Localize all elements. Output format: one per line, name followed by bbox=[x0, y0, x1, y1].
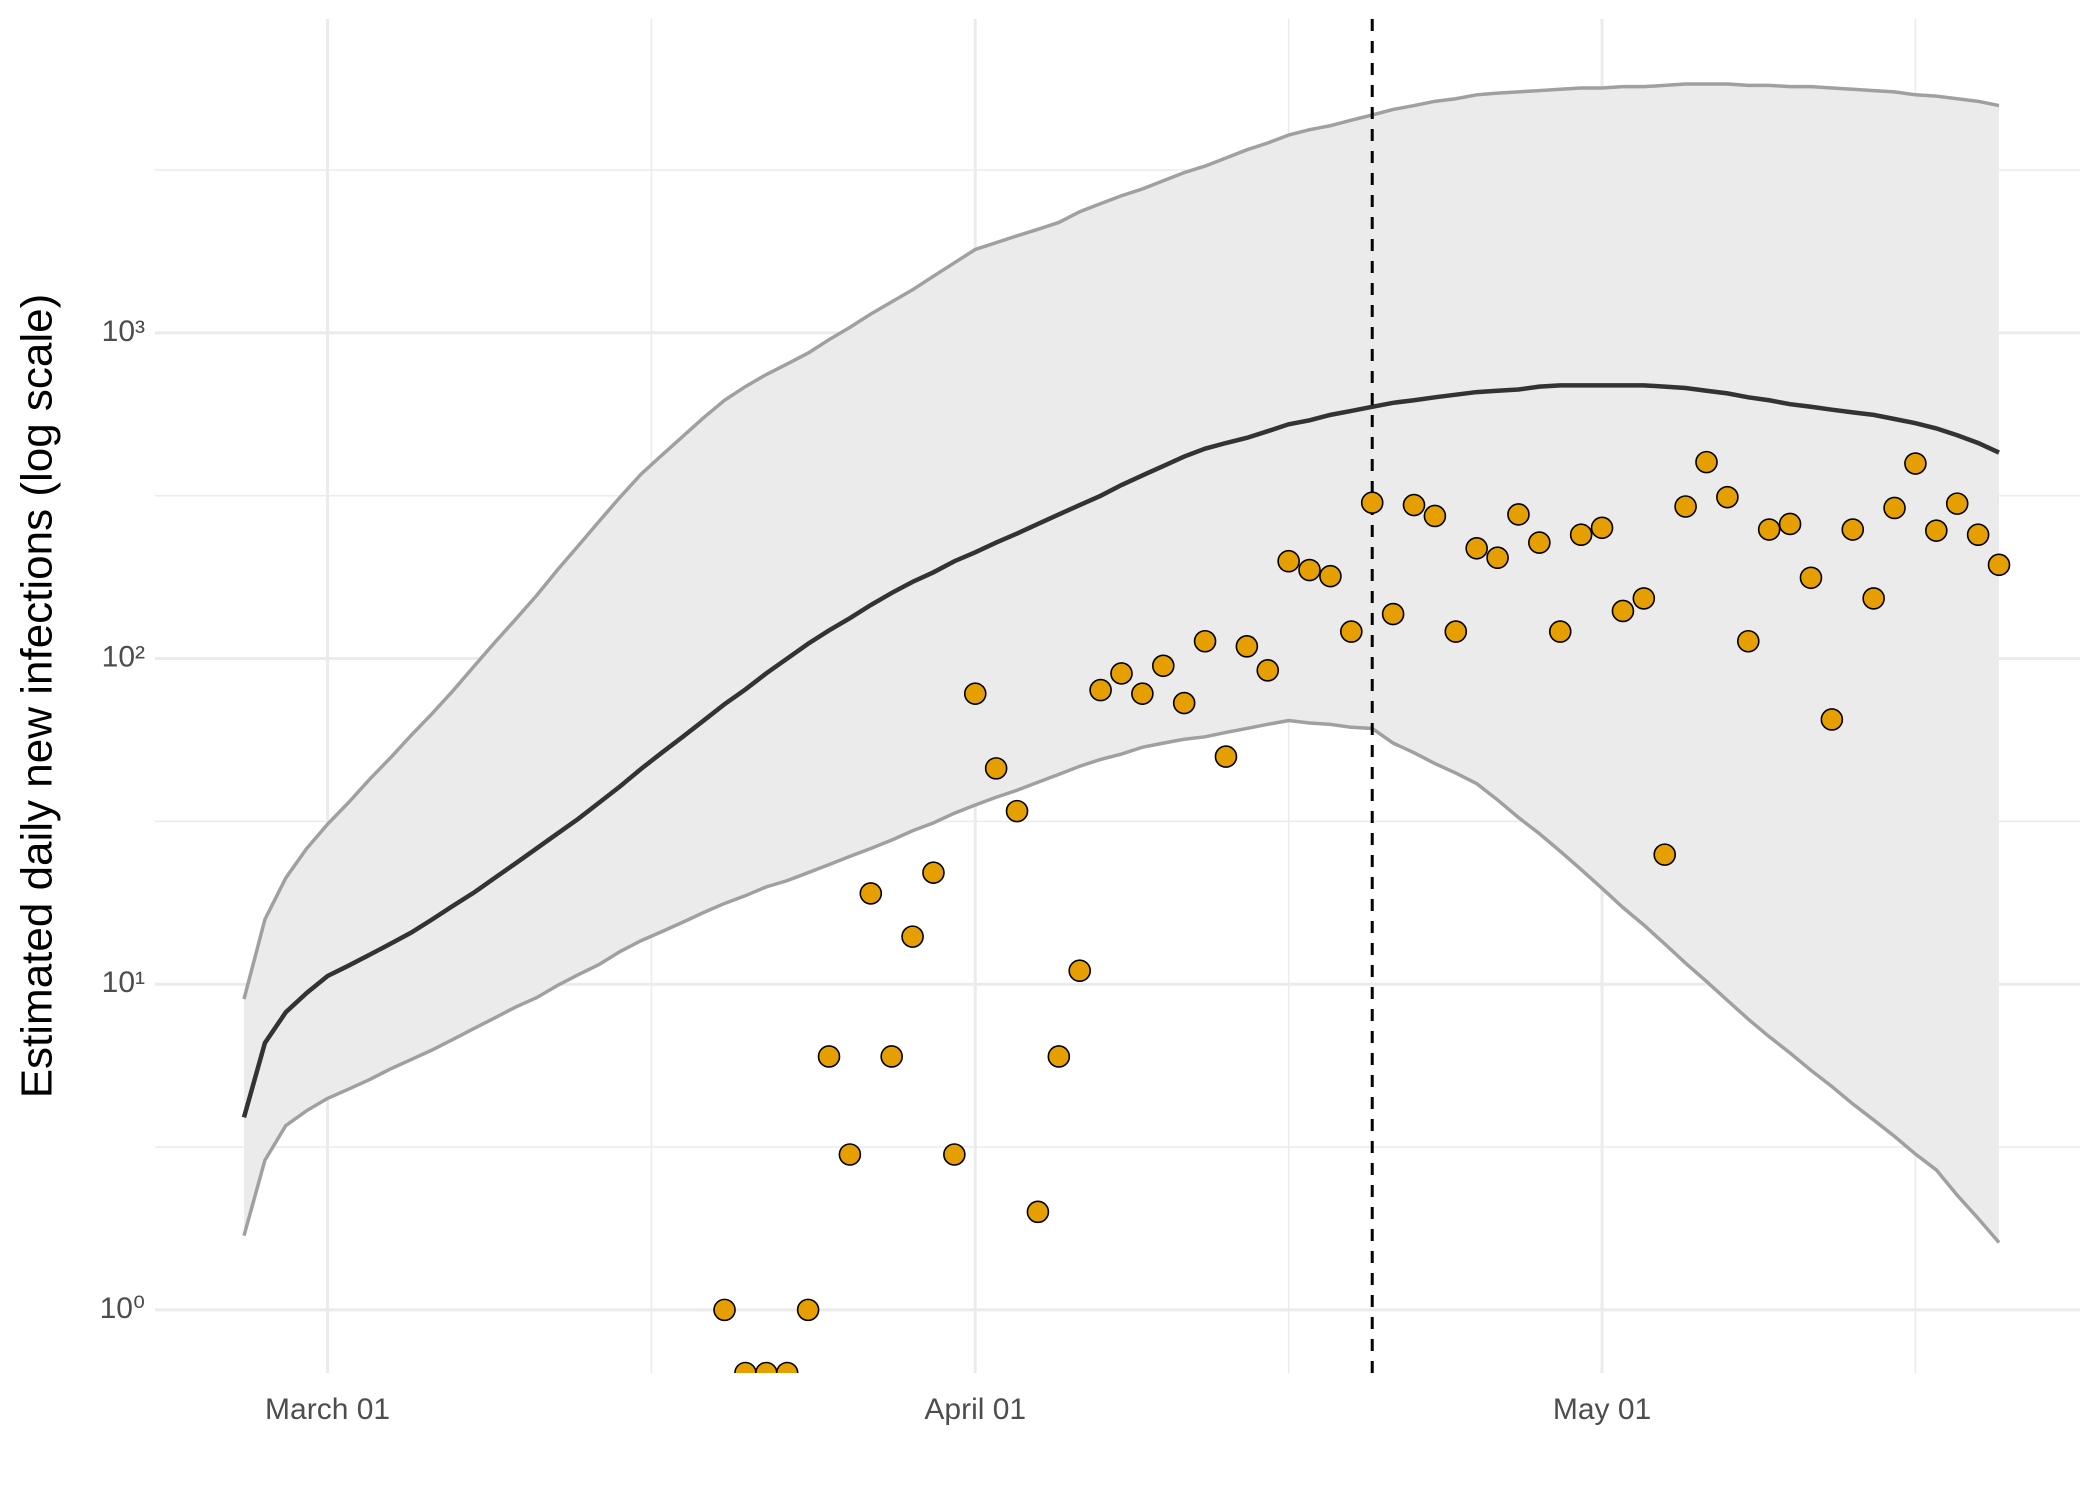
upper-bound-line bbox=[242, 82, 2000, 1000]
observed-point bbox=[1548, 620, 1572, 643]
observed-point bbox=[1444, 620, 1468, 643]
observed-point bbox=[1068, 959, 1092, 983]
observed-point bbox=[1089, 678, 1112, 702]
observed-point bbox=[963, 682, 987, 705]
observed-point bbox=[1590, 516, 1614, 540]
observed-point bbox=[1319, 564, 1342, 588]
observed-point bbox=[1340, 620, 1363, 643]
observed-point bbox=[1360, 491, 1384, 514]
observed-point bbox=[984, 757, 1008, 780]
y-tick-label: 10³ bbox=[102, 315, 145, 348]
observed-point bbox=[1820, 708, 1844, 731]
observed-point bbox=[901, 925, 924, 948]
observed-point bbox=[1110, 662, 1133, 685]
lower-bound-line bbox=[242, 718, 2001, 1244]
x-tick-label: April 01 bbox=[924, 1393, 1026, 1426]
observed-point bbox=[1047, 1045, 1071, 1068]
y-tick-label: 10¹ bbox=[102, 966, 145, 999]
observed-point bbox=[1026, 1200, 1050, 1224]
axes: 10⁰ 10¹ 10² 10³ March 01 April 01 May 01 bbox=[100, 315, 1652, 1426]
observed-point bbox=[943, 1143, 966, 1166]
observed-point bbox=[1695, 450, 1718, 474]
observed-point bbox=[1653, 843, 1677, 866]
y-tick-label: 10² bbox=[102, 640, 145, 673]
observed-point bbox=[1214, 745, 1238, 768]
observed-point bbox=[1486, 546, 1509, 570]
observed-point bbox=[838, 1143, 862, 1166]
observed-point bbox=[1298, 558, 1321, 582]
observed-point bbox=[1611, 599, 1635, 623]
observed-point bbox=[1757, 518, 1781, 541]
observed-point bbox=[1381, 602, 1405, 626]
x-tick-label: March 01 bbox=[265, 1393, 390, 1426]
observed-point bbox=[1569, 523, 1593, 547]
observed-point bbox=[859, 882, 883, 905]
observed-point bbox=[1674, 495, 1697, 518]
observed-point bbox=[713, 1298, 736, 1322]
observed-point bbox=[922, 861, 945, 884]
observed-point bbox=[1632, 587, 1656, 610]
observed-point bbox=[1005, 799, 1029, 823]
plot-area bbox=[241, 19, 2011, 1373]
observed-point bbox=[1131, 682, 1154, 705]
x-tick-label: May 01 bbox=[1553, 1393, 1651, 1426]
observed-point bbox=[1987, 553, 2011, 577]
observed-point bbox=[775, 1361, 799, 1373]
observed-point bbox=[1966, 523, 1990, 547]
observed-point bbox=[1904, 452, 1927, 475]
observed-point bbox=[1925, 519, 1948, 542]
observed-point bbox=[1402, 493, 1426, 517]
y-tick-label: 10⁰ bbox=[100, 1292, 145, 1325]
observed-point bbox=[1841, 518, 1865, 541]
observed-point bbox=[1465, 537, 1488, 560]
observed-point bbox=[1736, 629, 1760, 653]
observed-point bbox=[1172, 691, 1196, 715]
observed-point bbox=[1799, 566, 1823, 590]
median-line bbox=[241, 383, 2000, 1118]
observed-point bbox=[1256, 659, 1280, 682]
observed-point bbox=[1528, 531, 1551, 554]
observed-point bbox=[1883, 496, 1906, 520]
observed-point bbox=[880, 1045, 903, 1068]
observed-point bbox=[1423, 504, 1447, 528]
observed-point bbox=[1151, 654, 1175, 678]
observed-point bbox=[755, 1361, 778, 1373]
observed-point bbox=[1507, 503, 1530, 526]
observed-point bbox=[817, 1045, 841, 1068]
observed-point bbox=[1862, 587, 1885, 610]
observed-point bbox=[1277, 549, 1300, 573]
y-axis-title: Estimated daily new infections (log scal… bbox=[13, 294, 62, 1099]
observed-point bbox=[734, 1361, 757, 1373]
observed-point bbox=[1716, 485, 1739, 509]
observed-point bbox=[796, 1298, 820, 1322]
observed-point bbox=[1945, 492, 1969, 515]
observed-point bbox=[1193, 629, 1217, 653]
observed-point bbox=[1235, 635, 1259, 658]
observed-point bbox=[1778, 512, 1802, 536]
